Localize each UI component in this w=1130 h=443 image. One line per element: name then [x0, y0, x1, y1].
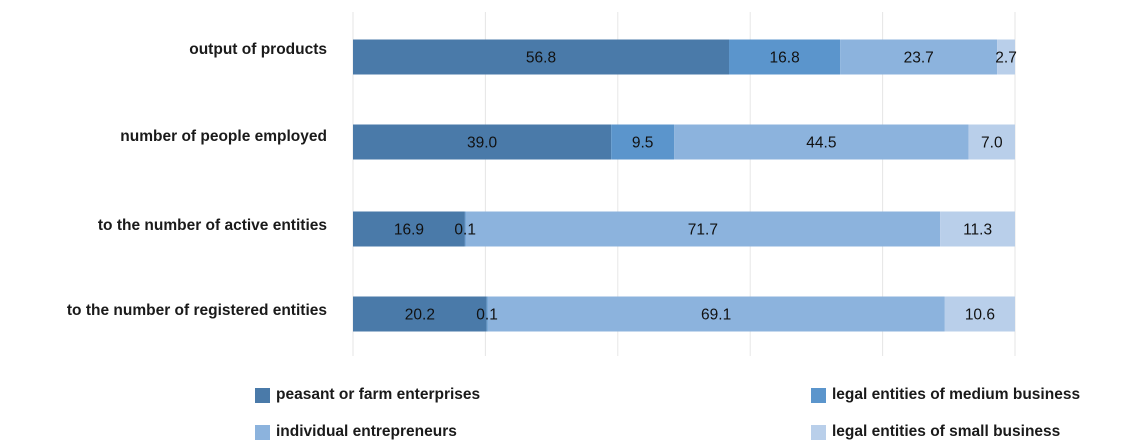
category-label: to the number of active entities — [98, 217, 327, 234]
data-labels: 56.8 16.8 23.7 2.7 39.0 9.5 44.5 7.0 16.9 0.1 71.7… — [394, 50, 1017, 324]
legend-label: legal entities of small business — [832, 423, 1061, 440]
bar-segment — [486, 296, 488, 332]
data-label: 20.2 — [405, 307, 435, 324]
category-label: output of products — [189, 41, 327, 58]
bar-segment — [353, 124, 612, 160]
bar-segment — [997, 39, 1015, 75]
bar-segment — [487, 296, 945, 332]
legend-swatch — [255, 424, 270, 440]
legend-swatch — [255, 387, 270, 403]
bar-segment — [840, 39, 998, 75]
data-label: 39.0 — [467, 135, 498, 152]
bar-segment — [353, 211, 465, 247]
data-label: 71.7 — [688, 222, 718, 239]
bar-segment — [464, 211, 466, 247]
data-label: 56.8 — [526, 50, 556, 67]
bar-segment — [940, 211, 1015, 247]
data-label: 16.8 — [770, 50, 800, 67]
bar-segment — [465, 211, 941, 247]
legend-swatch — [811, 424, 826, 440]
bar-segment — [674, 124, 969, 160]
legend-item-peasant-farm: peasant or farm enterprises — [255, 384, 480, 406]
legend-item-small-business: legal entities of small business — [811, 421, 1060, 443]
bar-segment — [944, 296, 1015, 332]
data-label: 23.7 — [904, 50, 934, 67]
stacked-bar-chart: 56.8 16.8 23.7 2.7 39.0 9.5 44.5 7.0 16.9 0.1 71.7… — [67, 12, 1017, 356]
data-label: 2.7 — [995, 50, 1017, 67]
legend-label: peasant or farm enterprises — [276, 386, 481, 403]
category-label: to the number of registered entities — [67, 302, 327, 319]
category-labels: output of products number of people emplo… — [67, 41, 327, 319]
bar-segment — [968, 124, 1015, 160]
data-label: 0.1 — [476, 307, 498, 324]
bar-segment — [353, 296, 487, 332]
data-label: 69.1 — [701, 307, 731, 324]
category-label: number of people employed — [120, 128, 327, 145]
bar-segment — [353, 39, 730, 75]
data-label: 11.3 — [963, 222, 992, 239]
data-label: 9.5 — [632, 135, 654, 152]
legend-swatch — [811, 387, 826, 403]
data-label: 44.5 — [806, 135, 836, 152]
legend-item-individual-entrepreneurs: individual entrepreneurs — [255, 421, 457, 443]
data-label: 7.0 — [981, 135, 1003, 152]
data-label: 0.1 — [454, 222, 476, 239]
bar-segment — [611, 124, 675, 160]
data-label: 10.6 — [965, 307, 995, 324]
legend-item-medium-business: legal entities of medium business — [811, 384, 1080, 406]
legend-label: individual entrepreneurs — [276, 423, 457, 440]
bar-segments — [353, 39, 1015, 332]
bar-segment — [729, 39, 841, 75]
legend-label: legal entities of medium business — [832, 386, 1081, 403]
data-label: 16.9 — [394, 222, 424, 239]
legend: peasant or farm enterprises legal entiti… — [0, 378, 1130, 441]
